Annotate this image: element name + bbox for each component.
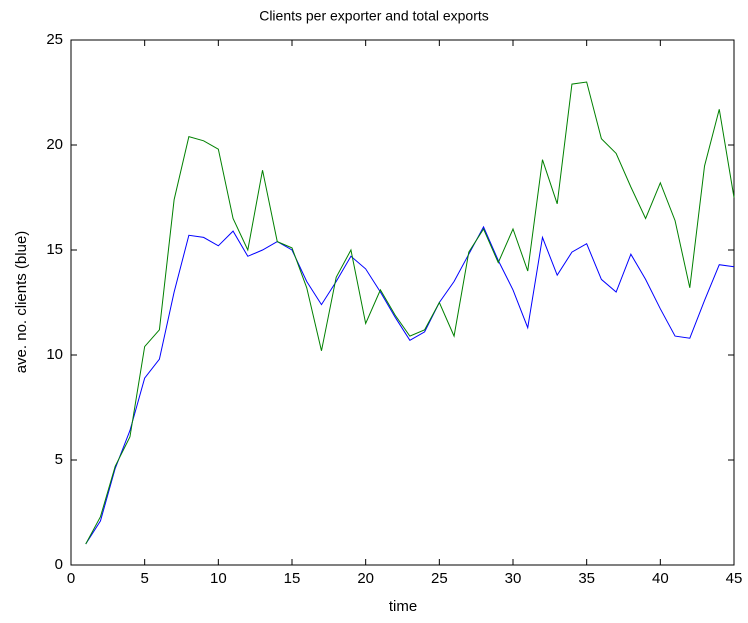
y-tick-label: 15	[46, 241, 63, 258]
x-tick-label: 0	[67, 570, 75, 587]
x-tick-label: 35	[578, 570, 595, 587]
data-line	[85, 225, 735, 545]
x-tick-label: 25	[431, 570, 448, 587]
x-tick-label: 40	[652, 570, 669, 587]
x-tick-label: 30	[505, 570, 522, 587]
x-tick-label: 15	[284, 570, 301, 587]
chart-title: Clients per exporter and total exports	[259, 8, 489, 24]
y-tick-label: 20	[46, 136, 63, 153]
plot-frame	[70, 39, 735, 566]
x-tick-label: 45	[726, 570, 743, 587]
x-tick-label: 5	[140, 570, 148, 587]
x-tick-label: 20	[357, 570, 374, 587]
y-tick-label: 25	[46, 31, 63, 48]
y-axis-label: ave. no. clients (blue)	[13, 231, 30, 374]
x-axis-label: time	[389, 598, 417, 615]
y-tick-label: 10	[46, 346, 63, 363]
y-tick-label: 5	[55, 451, 63, 468]
x-tick-label: 10	[210, 570, 227, 587]
data-line	[85, 81, 735, 545]
y-tick-label: 0	[55, 556, 63, 573]
